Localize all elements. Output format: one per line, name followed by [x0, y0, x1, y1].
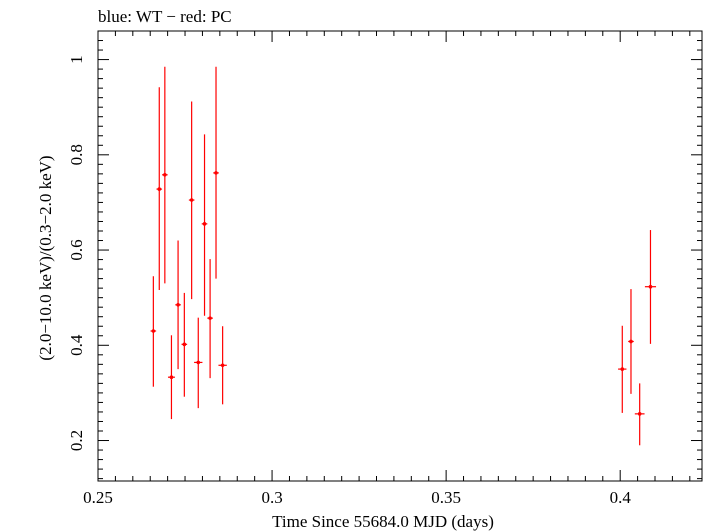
data-point: [156, 87, 163, 291]
y-tick-label: 0.2: [67, 430, 86, 451]
point-marker: [637, 412, 642, 416]
point-marker: [182, 342, 187, 347]
point-marker: [208, 316, 212, 320]
plot-frame: [97, 30, 703, 482]
data-point: [644, 230, 657, 344]
y-axis-ticks: 0.2 0.4 0.6 0.8 1: [67, 30, 702, 480]
data-point: [188, 101, 195, 300]
data-point: [175, 240, 181, 370]
point-marker: [157, 187, 162, 191]
plot-border: [97, 30, 703, 482]
point-marker: [629, 339, 633, 344]
point-marker: [648, 284, 653, 289]
point-marker: [189, 198, 194, 202]
data-point: [167, 335, 175, 420]
data-point: [194, 317, 203, 409]
point-marker: [169, 375, 174, 379]
x-tick-label: 0.25: [83, 488, 113, 507]
y-tick-label: 0.8: [67, 144, 86, 165]
data-point: [628, 289, 634, 394]
point-marker: [214, 171, 218, 175]
data-point: [201, 134, 208, 316]
x-tick-label: 0.3: [261, 488, 282, 507]
data-points: [150, 66, 657, 446]
chart-title: blue: WT − red: PC: [98, 7, 232, 26]
data-point: [150, 276, 157, 387]
y-tick-label: 0.4: [67, 334, 86, 356]
point-marker: [196, 360, 201, 365]
point-marker: [151, 329, 156, 333]
point-marker: [176, 303, 180, 307]
x-tick-label: 0.35: [431, 488, 461, 507]
x-axis-ticks: 0.25 0.3 0.35 0.4: [83, 31, 691, 507]
y-tick-label: 0.6: [67, 239, 86, 260]
data-point: [634, 383, 645, 446]
data-point: [218, 326, 227, 405]
data-point: [162, 66, 168, 284]
y-axis-label: (2.0−10.0 keV)/(0.3−2.0 keV): [36, 155, 55, 360]
x-tick-label: 0.4: [610, 488, 632, 507]
y-tick-label: 1: [67, 55, 86, 64]
data-point: [213, 66, 219, 279]
point-marker: [163, 173, 167, 177]
point-marker: [220, 363, 225, 368]
data-point: [181, 292, 188, 397]
data-point: [618, 325, 627, 413]
data-point: [207, 259, 213, 379]
point-marker: [620, 367, 625, 371]
point-marker: [202, 222, 207, 226]
x-axis-label: Time Since 55684.0 MJD (days): [272, 512, 494, 531]
